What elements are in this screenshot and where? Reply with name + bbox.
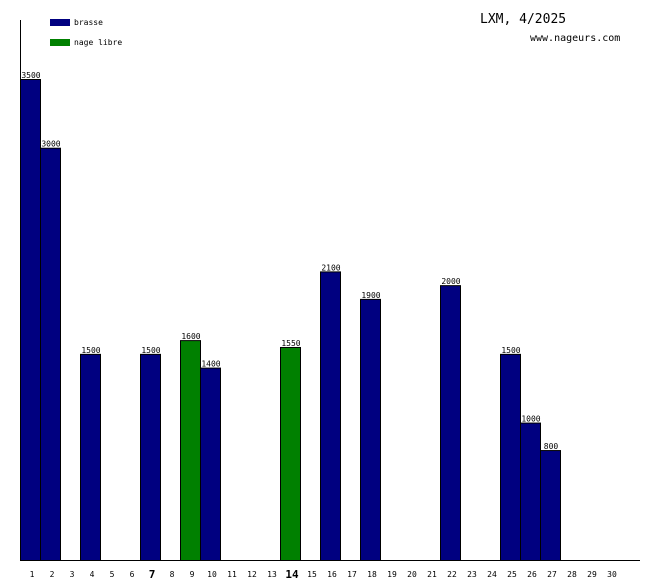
x-tick-label: 5 [110, 570, 115, 579]
bar-day-16 [320, 271, 341, 561]
x-tick-label: 3 [70, 570, 75, 579]
bar-value-label: 1500 [141, 346, 160, 355]
bar-day-25 [500, 353, 521, 561]
x-tick-label: 15 [307, 570, 317, 579]
bar-value-label: 3000 [41, 140, 60, 149]
bar-day-18 [360, 298, 381, 561]
x-tick-label: 20 [407, 570, 417, 579]
bar-value-label: 3500 [21, 71, 40, 80]
x-tick-label: 26 [527, 570, 537, 579]
x-tick-label: 8 [170, 570, 175, 579]
x-tick-label: 16 [327, 570, 337, 579]
x-tick-label: 12 [247, 570, 257, 579]
x-tick-label: 1 [30, 570, 35, 579]
bar-value-label: 1550 [281, 339, 300, 348]
x-tick-label: 9 [190, 570, 195, 579]
bar-value-label: 1600 [181, 332, 200, 341]
x-tick-label: 10 [207, 570, 217, 579]
x-tick-label: 4 [90, 570, 95, 579]
bar-day-2 [40, 147, 61, 561]
bar-value-label: 1400 [201, 360, 220, 369]
x-tick-label: 6 [130, 570, 135, 579]
x-tick-label: 25 [507, 570, 517, 579]
x-tick-label: 17 [347, 570, 357, 579]
bar-value-label: 1900 [361, 291, 380, 300]
bar-day-14 [280, 346, 301, 561]
x-tick-label: 2 [50, 570, 55, 579]
x-tick-label: 28 [567, 570, 577, 579]
bar-day-9 [180, 340, 201, 561]
x-tick-label: 29 [587, 570, 597, 579]
x-tick-label: 14 [285, 568, 299, 580]
bar-day-7 [140, 353, 161, 561]
bar-day-22 [440, 285, 461, 561]
bar-value-label: 1000 [521, 415, 540, 424]
bar-value-label: 800 [544, 442, 559, 451]
x-tick-label: 18 [367, 570, 377, 579]
bar-value-label: 2100 [321, 263, 340, 272]
x-tick-label: 22 [447, 570, 457, 579]
bar-day-4 [80, 353, 101, 561]
bar-day-26 [520, 422, 541, 562]
legend-swatch-brasse [50, 19, 70, 26]
chart-title: LXM, 4/2025 [480, 12, 566, 27]
bar-value-label: 1500 [81, 346, 100, 355]
x-tick-label: 11 [227, 570, 237, 579]
x-tick-label: 27 [547, 570, 557, 579]
x-tick-label: 24 [487, 570, 497, 579]
x-tick-label: 23 [467, 570, 477, 579]
bar-value-label: 2000 [441, 277, 460, 286]
legend-swatch-nage-libre [50, 39, 70, 46]
bar-day-10 [200, 367, 221, 561]
legend-label-brasse: brasse [74, 18, 103, 27]
chart-subtitle: www.nageurs.com [530, 33, 620, 44]
bar-day-27 [540, 450, 561, 561]
x-tick-label: 19 [387, 570, 397, 579]
bar-value-label: 1500 [501, 346, 520, 355]
x-tick-label: 30 [607, 570, 617, 579]
legend: brasse nage libre [50, 18, 122, 47]
legend-label-nage-libre: nage libre [74, 38, 122, 47]
bar-day-1 [20, 79, 41, 561]
x-tick-label: 21 [427, 570, 437, 579]
x-tick-label: 13 [267, 570, 277, 579]
x-tick-label: 7 [149, 568, 156, 580]
